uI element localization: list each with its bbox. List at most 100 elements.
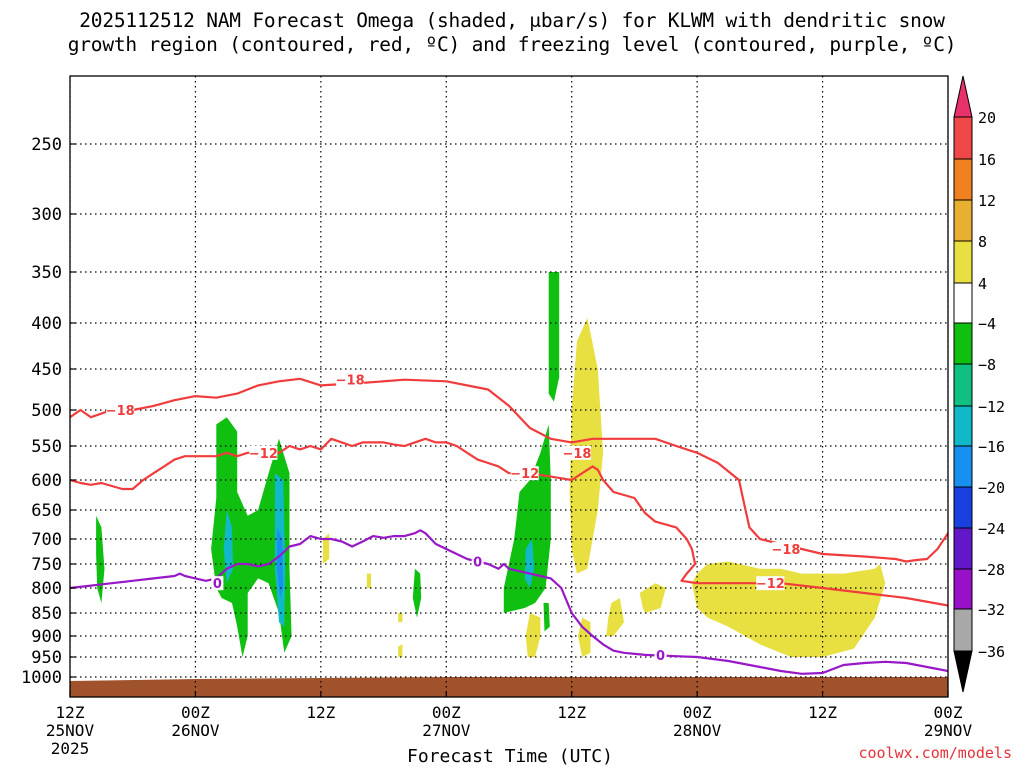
y-tick-label-450: 450 (31, 360, 62, 380)
x-tick-label-48: 12Z (557, 703, 586, 722)
contour-label-2: −18 (562, 447, 591, 462)
colorbar-label-6: −8 (978, 356, 996, 374)
x-tick-label-24: 12Z (306, 703, 335, 722)
omega-region-9 (548, 272, 560, 402)
contour-label-7: 0 (213, 577, 222, 592)
omega-region-8 (543, 603, 550, 632)
y-tick-label-400: 400 (31, 314, 62, 334)
colorbar-swatch-9 (953, 445, 973, 488)
x-tick-year-0: 2025 (51, 739, 90, 758)
contour--12 (70, 437, 948, 607)
x-tick-date-60: 28NOV (673, 721, 722, 740)
contour-label-5: −12 (510, 467, 539, 482)
contour-label-8: 0 (473, 556, 482, 571)
y-tick-label-600: 600 (31, 471, 62, 491)
colorbar-label-0: 20 (978, 109, 996, 127)
colorbar-swatch-7 (953, 363, 973, 407)
colorbar-label-8: −16 (978, 438, 1005, 456)
colorbar-swatch-12 (953, 568, 973, 610)
colorbar-swatch-13 (953, 608, 973, 652)
contour-label-bg-1 (336, 372, 365, 387)
contour-label-bg-8 (471, 554, 484, 569)
contour-label-3: −18 (771, 543, 800, 558)
omega-region-18 (639, 583, 666, 613)
contour-label-0: −18 (106, 404, 135, 419)
contour-label-bg-5 (510, 466, 539, 481)
y-tick-label-500: 500 (31, 401, 62, 421)
omega-region-12 (366, 573, 371, 588)
omega-region-11 (322, 533, 330, 564)
contour-label-bg-9 (654, 647, 667, 662)
colorbar-swatch-2 (953, 158, 973, 201)
y-tick-label-900: 900 (31, 627, 62, 647)
x-tick-label-0: 12Z (56, 703, 85, 722)
colorbar-swatch-4 (953, 240, 973, 284)
contour-label-1: −18 (336, 374, 365, 389)
y-tick-label-950: 950 (31, 648, 62, 668)
colorbar-swatch-3 (953, 199, 973, 242)
colorbar-top-arrow (953, 75, 973, 118)
colorbar-label-2: 12 (978, 192, 996, 210)
omega-region-17 (606, 598, 624, 636)
colorbar-label-13: −36 (978, 643, 1005, 661)
plot-area: −18 −18 −18 −18 −12 −12 −12 0 0 0 (70, 76, 948, 697)
plot-frame (69, 75, 949, 698)
contour-label-4: −12 (249, 447, 278, 462)
colorbar-label-9: −20 (978, 479, 1005, 497)
omega-region-7 (524, 539, 535, 588)
colorbar-label-3: 8 (978, 233, 987, 251)
terrain-surface (70, 677, 948, 697)
y-tick-label-550: 550 (31, 437, 62, 457)
colorbar-bottom-arrow (953, 650, 973, 693)
chart-title-line-1: 2025112512 NAM Forecast Omega (shaded, μ… (79, 9, 945, 32)
omega-region-4 (277, 527, 284, 598)
colorbar-label-4: 4 (978, 275, 987, 293)
x-tick-date-36: 27NOV (422, 721, 471, 740)
omega-region-2 (223, 510, 234, 584)
omega-region-6 (503, 424, 551, 613)
omega-region-5 (412, 568, 422, 618)
x-tick-label-60: 00Z (683, 703, 712, 722)
y-tick-label-700: 700 (31, 530, 62, 550)
omega-region-15 (525, 613, 541, 657)
colorbar-label-7: −12 (978, 398, 1005, 416)
y-tick-label-800: 800 (31, 579, 62, 599)
colorbar-swatch-6 (953, 322, 973, 365)
contour-label-bg-6 (756, 576, 785, 591)
y-tick-label-350: 350 (31, 263, 62, 283)
colorbar-label-5: −4 (978, 315, 996, 333)
x-tick-date-84: 29NOV (924, 721, 973, 740)
y-tick-label-1000: 1000 (21, 668, 62, 688)
colorbar-swatch-8 (953, 405, 973, 447)
contour-label-bg-0 (106, 403, 135, 417)
colorbar-label-10: −24 (978, 520, 1005, 538)
x-tick-label-12: 00Z (181, 703, 210, 722)
omega-region-19 (691, 561, 886, 657)
x-tick-date-12: 26NOV (171, 721, 220, 740)
x-tick-label-36: 00Z (432, 703, 461, 722)
y-tick-label-750: 750 (31, 555, 62, 575)
colorbar-swatch-10 (953, 486, 973, 529)
colorbar-label-1: 16 (978, 151, 996, 169)
y-tick-label-650: 650 (31, 501, 62, 521)
omega-region-0 (96, 515, 105, 603)
omega-region-13 (398, 613, 403, 623)
colorbar-swatch-1 (953, 116, 973, 160)
chart-title-line-2: growth region (contoured, red, ºC) and f… (67, 33, 957, 56)
y-tick-label-850: 850 (31, 604, 62, 624)
contour-label-9: 0 (656, 649, 665, 664)
contour-label-6: −12 (756, 577, 785, 592)
x-tick-label-72: 12Z (808, 703, 837, 722)
y-tick-label-300: 300 (31, 205, 62, 225)
contour-0 (70, 529, 948, 675)
contour--18 (70, 377, 948, 563)
x-axis-label: Forecast Time (UTC) (407, 746, 613, 767)
source-credit: coolwx.com/models (858, 744, 1012, 762)
colorbar-swatch-5 (953, 282, 973, 324)
x-tick-date-0: 25NOV (46, 721, 95, 740)
contour-label-bg-2 (562, 445, 591, 460)
x-tick-label-84: 00Z (934, 703, 963, 722)
contour-label-bg-4 (249, 445, 278, 460)
contour-label-bg-3 (771, 542, 800, 556)
